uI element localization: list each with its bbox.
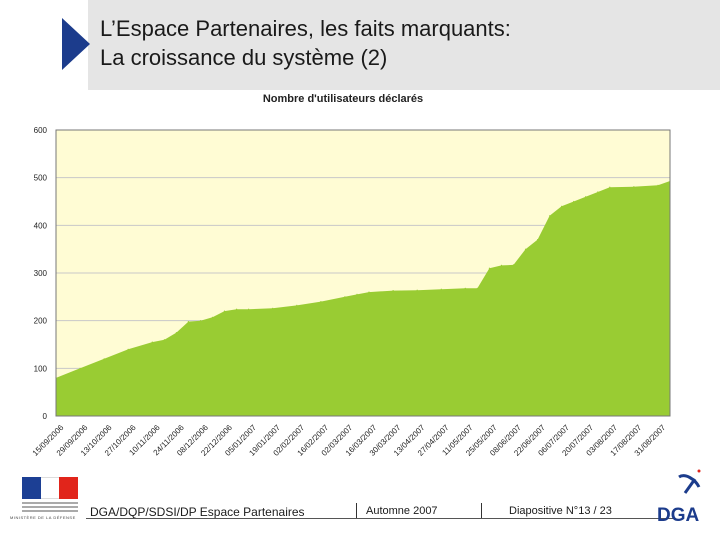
title-line-1: L’Espace Partenaires, les faits marquant… [100,16,511,41]
footer-left: DGA/DQP/SDSI/DP Espace Partenaires [90,505,305,519]
data-point [392,290,394,292]
footer-right: Diapositive N°13 / 23 [509,505,612,517]
y-tick-label: 400 [34,221,48,230]
data-point [597,191,599,193]
series-area [56,181,670,416]
data-point [476,287,478,289]
title-bar [88,0,720,90]
data-point [320,301,322,303]
footer-rule [86,518,676,519]
data-point [187,321,189,323]
data-point [344,296,346,298]
data-point [236,308,238,310]
data-point [356,293,358,295]
data-point [633,186,635,188]
title-arrow-icon [62,18,90,70]
data-point [199,320,202,322]
plot-frame [55,129,671,417]
ministry-caption: MINISTÈRE DE LA DÉFENSE [10,515,76,520]
y-tick-label: 500 [34,174,48,183]
republic-flag-logo [22,477,78,499]
title-line-2: La croissance du système (2) [100,45,388,70]
data-point [248,308,250,310]
data-point [272,307,274,309]
data-point [151,341,153,343]
footer-separator [481,503,482,519]
user-growth-chart: Nombre d'utilisateurs déclarés 0 100 200 300… [31,93,671,458]
data-point [561,205,563,207]
data-point [500,264,503,266]
data-point [524,248,527,250]
data-point [657,184,659,186]
data-point [585,196,587,198]
data-point [549,215,551,217]
data-point [464,287,466,289]
ministry-logo-lines [22,500,78,512]
data-point [440,288,442,290]
dga-logo: DGA [657,469,701,525]
data-point [512,264,515,266]
y-tick-label: 100 [34,364,48,373]
data-point [609,186,611,188]
data-point [537,239,539,241]
footer-separator [356,503,357,519]
data-point [573,200,575,203]
data-point [488,267,490,269]
y-tick-label: 300 [34,269,48,278]
slide-title: L’Espace Partenaires, les faits marquant… [100,14,511,72]
data-point [368,291,370,293]
data-point [296,304,298,306]
chart-title: Nombre d'utilisateurs déclarés [263,93,423,105]
data-point [163,339,165,341]
y-tick-label: 600 [34,126,48,135]
y-tick-label: 200 [34,317,48,326]
dga-logo-text: DGA [657,505,700,525]
data-point [79,367,81,369]
footer-center: Automne 2007 [366,505,438,517]
y-tick-label: 0 [43,412,48,421]
data-point [175,332,177,334]
data-point [211,316,214,318]
data-point [223,310,226,312]
data-point [103,358,105,360]
data-point [416,289,418,291]
data-point [127,348,129,350]
